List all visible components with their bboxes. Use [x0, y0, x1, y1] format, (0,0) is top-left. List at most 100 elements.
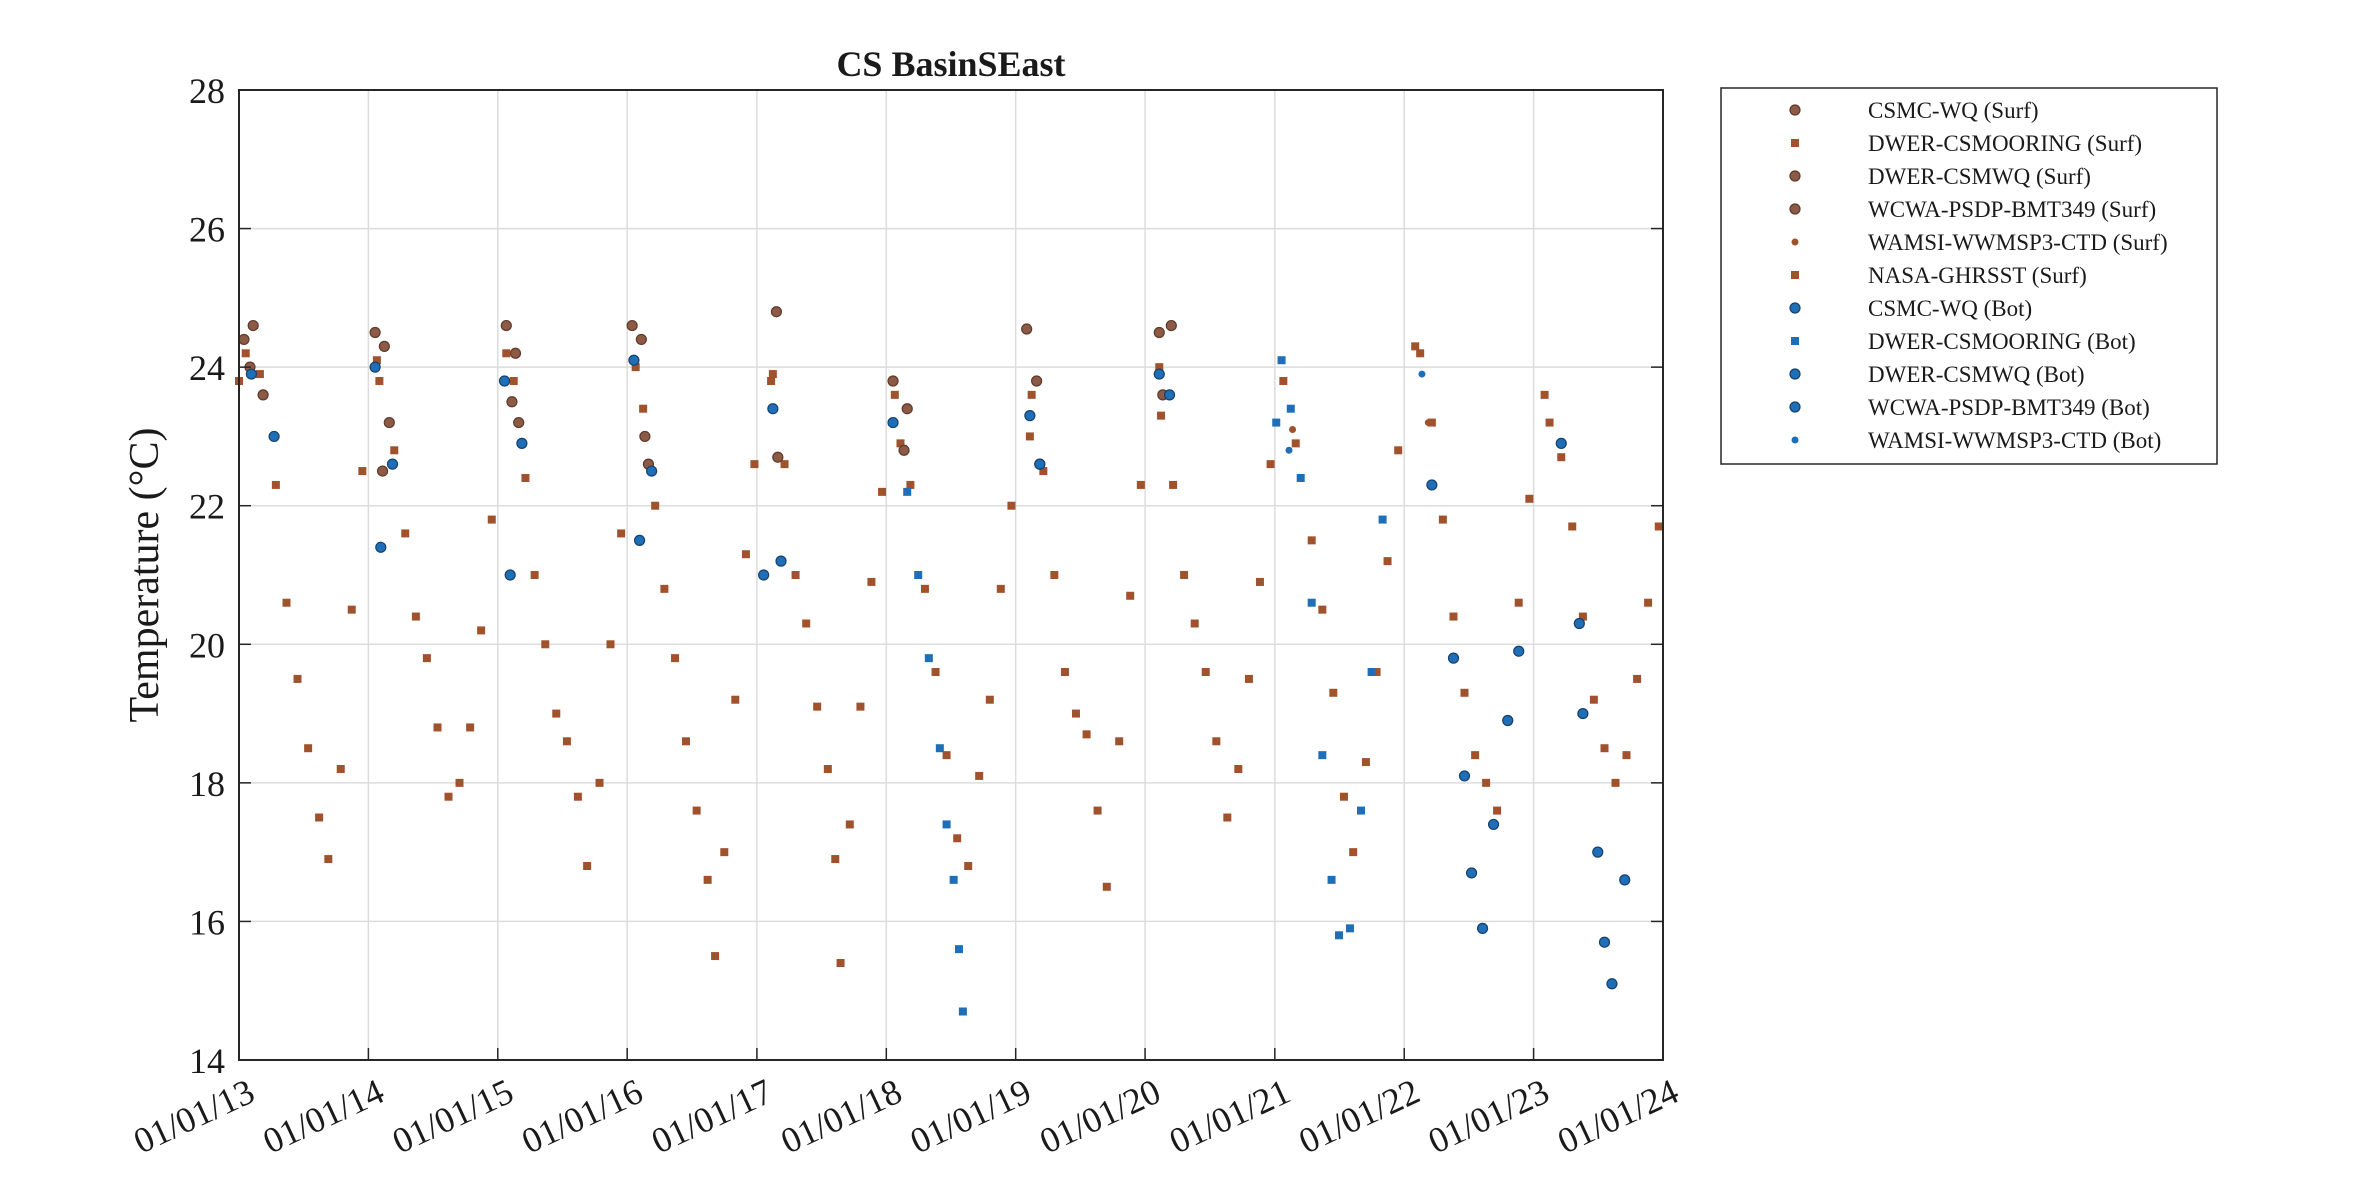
data-point — [502, 349, 511, 358]
y-tick-label: 16 — [189, 902, 225, 942]
data-point — [1427, 418, 1436, 427]
legend-label: CSMC-WQ (Bot) — [1868, 296, 2032, 321]
data-point — [1458, 770, 1471, 782]
data-point — [741, 550, 750, 559]
legend-item[interactable]: NASA-GHRSST (Surf) — [1791, 263, 2087, 288]
axes-box — [238, 89, 1664, 1061]
data-point — [1471, 751, 1480, 760]
legend-item[interactable]: DWER-CSMOORING (Surf) — [1791, 131, 2142, 156]
data-point — [682, 737, 691, 746]
data-point — [369, 361, 381, 373]
data-point — [1277, 356, 1286, 365]
y-tick-label: 14 — [189, 1041, 225, 1081]
data-point — [1234, 765, 1243, 773]
y-tick-label: 26 — [189, 210, 225, 250]
data-point — [1633, 674, 1642, 683]
data-point — [775, 555, 787, 567]
data-point — [282, 598, 291, 607]
data-point — [315, 813, 324, 822]
legend-marker — [1789, 302, 1801, 314]
legend-item[interactable]: CSMC-WQ (Bot) — [1789, 296, 2032, 321]
data-point — [758, 569, 770, 581]
data-point — [541, 640, 550, 649]
data-point — [247, 319, 259, 332]
data-point — [1155, 363, 1164, 372]
data-point — [1598, 936, 1611, 948]
data-point — [1031, 375, 1043, 387]
data-point — [386, 458, 399, 470]
y-tick-label: 20 — [189, 625, 225, 665]
y-tick-label: 28 — [189, 71, 225, 111]
legend-item[interactable]: WAMSI-WWMSP3-CTD (Bot) — [1791, 428, 2162, 453]
legend-marker — [1789, 368, 1801, 380]
data-point — [1021, 323, 1033, 335]
plot-area — [235, 306, 1663, 1016]
data-point — [1286, 404, 1295, 413]
data-point — [1502, 714, 1514, 727]
data-point — [1513, 645, 1525, 657]
data-point — [639, 430, 651, 443]
data-point — [985, 695, 994, 704]
data-point — [1190, 619, 1199, 628]
data-point — [639, 404, 648, 413]
data-point — [504, 569, 516, 581]
data-point — [1307, 536, 1316, 545]
data-point — [1272, 418, 1281, 427]
legend-item[interactable]: DWER-CSMWQ (Surf) — [1789, 164, 2091, 189]
data-point — [255, 370, 264, 379]
data-point — [1487, 818, 1500, 831]
data-point — [1266, 460, 1275, 469]
data-point — [942, 751, 951, 760]
data-point — [500, 319, 512, 332]
data-point — [1060, 668, 1069, 676]
data-point — [1169, 480, 1178, 489]
data-point — [422, 654, 431, 663]
series-7 — [903, 356, 1387, 1016]
data-point — [375, 541, 387, 553]
data-point — [1223, 813, 1232, 822]
data-point — [750, 460, 759, 469]
y-tick-label: 24 — [189, 348, 225, 388]
data-point — [1039, 467, 1048, 476]
legend-item[interactable]: WCWA-PSDP-BMT349 (Surf) — [1789, 197, 2156, 222]
data-point — [245, 368, 258, 380]
legend-item[interactable]: WCWA-PSDP-BMT349 (Bot) — [1789, 395, 2150, 420]
data-point — [1279, 377, 1288, 385]
data-point — [238, 333, 250, 346]
legend-item[interactable]: CSMC-WQ (Surf) — [1789, 98, 2039, 123]
legend[interactable]: CSMC-WQ (Surf) DWER-CSMOORING (Surf) DWER-… — [1720, 87, 2218, 465]
data-point — [813, 702, 822, 711]
data-point — [455, 778, 464, 787]
data-point — [271, 480, 280, 489]
data-point — [823, 765, 832, 773]
legend-item[interactable]: WAMSI-WWMSP3-CTD (Surf) — [1791, 230, 2168, 255]
data-point — [241, 349, 250, 358]
legend-marker — [1791, 238, 1799, 246]
data-point — [498, 375, 511, 387]
data-point — [867, 577, 876, 586]
data-point — [631, 363, 640, 372]
legend-label: WCWA-PSDP-BMT349 (Bot) — [1868, 395, 2150, 420]
data-point — [1345, 924, 1354, 933]
data-point — [901, 403, 913, 415]
data-point — [477, 626, 486, 635]
data-point — [1126, 591, 1135, 600]
data-point — [1361, 758, 1370, 767]
data-point — [1153, 368, 1165, 380]
legend-item[interactable]: DWER-CSMOORING (Bot) — [1791, 329, 2136, 354]
data-point — [513, 416, 525, 429]
data-point — [767, 377, 776, 385]
data-point — [692, 806, 701, 815]
data-point — [1416, 349, 1425, 358]
data-point — [1378, 515, 1387, 524]
legend-item[interactable]: DWER-CSMWQ (Bot) — [1789, 362, 2085, 387]
data-point — [1555, 437, 1567, 449]
data-point — [1577, 707, 1589, 720]
data-point — [1589, 695, 1598, 704]
data-point — [1545, 418, 1554, 427]
data-point — [887, 416, 899, 429]
data-point — [1034, 458, 1046, 470]
legend-marker — [1791, 337, 1799, 345]
series-3 — [376, 396, 651, 477]
data-point — [1411, 342, 1420, 351]
